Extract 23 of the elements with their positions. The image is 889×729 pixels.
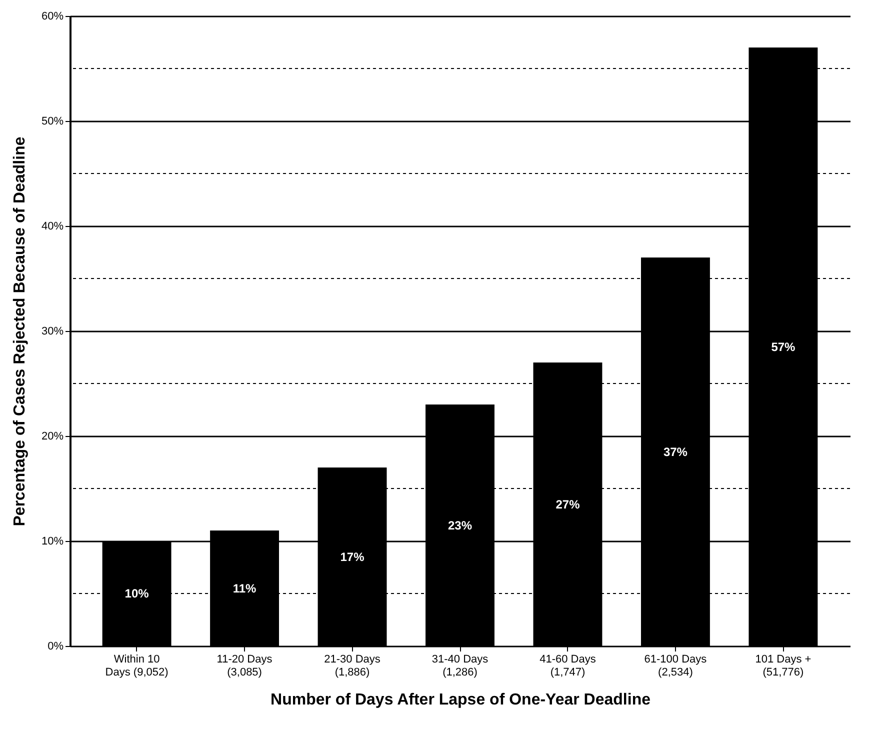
y-tick-label: 30% — [41, 326, 64, 338]
y-tick-label: 60% — [41, 10, 64, 22]
y-tick-label: 50% — [41, 116, 64, 128]
data-label: 23% — [448, 518, 472, 532]
y-tick-label: 20% — [41, 430, 64, 442]
y-axis-title: Percentage of Cases Rejected Because of Deadline — [11, 136, 28, 526]
data-label: 11% — [232, 581, 257, 596]
y-tick-label: 10% — [41, 536, 64, 548]
x-tick-label: 31-40 Days (1,286) — [432, 654, 489, 678]
y-tick-label: 40% — [41, 220, 64, 232]
x-tick-label: Within 10 Days (9,052) — [105, 654, 168, 678]
x-axis-title: Number of Days After Lapse of One-Year Deadline — [270, 692, 651, 708]
data-label: 37% — [663, 444, 688, 459]
x-tick-label: 21-30 Days (1,886) — [324, 654, 381, 678]
data-label: 57% — [771, 340, 796, 354]
x-tick-label: 101 Days + (51,776) — [755, 654, 812, 678]
data-label: 10% — [124, 586, 150, 600]
y-tick-label: 0% — [48, 640, 64, 652]
x-tick-label: 61-100 Days (2,534) — [644, 654, 708, 678]
data-label: 27% — [556, 497, 580, 512]
x-tick-label: 41-60 Days (1,747) — [540, 654, 596, 678]
x-tick-label: 11-20 Days (3,085) — [216, 654, 273, 678]
data-label: 17% — [340, 550, 365, 564]
